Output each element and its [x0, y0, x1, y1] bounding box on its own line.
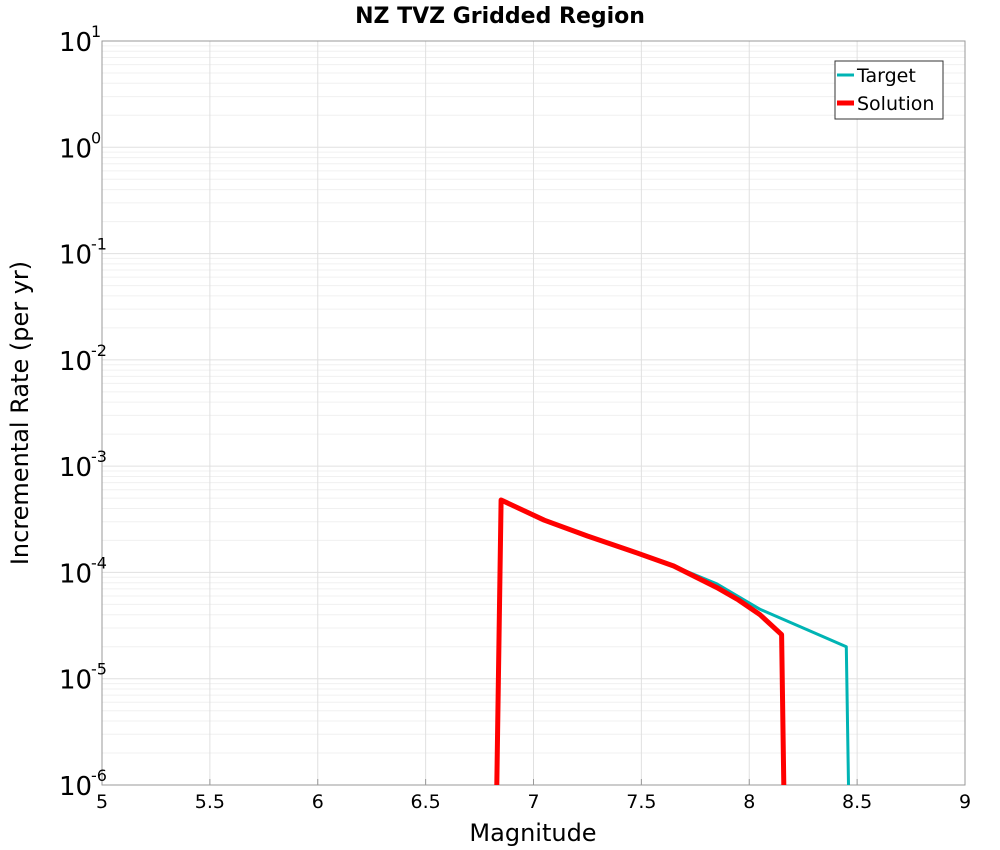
- y-tick-exponent: -6: [91, 766, 107, 785]
- chart-title: NZ TVZ Gridded Region: [355, 4, 645, 29]
- y-tick-base: 10: [59, 666, 92, 696]
- x-axis-label: Magnitude: [469, 819, 596, 847]
- x-tick-label: 6.5: [411, 791, 441, 813]
- y-tick-exponent: 0: [91, 128, 101, 147]
- y-tick-base: 10: [59, 241, 92, 271]
- x-tick-label: 6: [312, 791, 324, 813]
- x-tick-label: 9: [959, 791, 971, 813]
- y-tick-label: 10-1: [59, 235, 107, 271]
- y-axis-label: Incremental Rate (per yr): [6, 261, 34, 565]
- y-tick-label: 100: [59, 128, 101, 164]
- y-tick-label: 10-6: [59, 766, 107, 802]
- y-tick-exponent: -1: [91, 235, 107, 254]
- y-tick-label: 101: [59, 22, 101, 58]
- y-tick-base: 10: [59, 453, 92, 483]
- y-tick-exponent: -5: [91, 660, 107, 679]
- x-tick-label: 5: [96, 791, 108, 813]
- y-tick-base: 10: [59, 347, 92, 377]
- series-layer: [494, 497, 850, 786]
- y-tick-label: 10-2: [59, 341, 107, 377]
- y-tick-base: 10: [59, 559, 92, 589]
- x-tick-label: 7: [527, 791, 539, 813]
- series-line-solution: [494, 497, 787, 786]
- x-tick-label: 7.5: [626, 791, 656, 813]
- legend-label-solution: Solution: [857, 93, 934, 115]
- series-line-target: [495, 498, 850, 786]
- y-tick-exponent: -4: [91, 553, 107, 572]
- x-tick-label: 8: [743, 791, 755, 813]
- x-tick-label: 5.5: [195, 791, 225, 813]
- y-tick-exponent: -3: [91, 447, 107, 466]
- y-tick-label: 10-4: [59, 553, 107, 589]
- grid: [101, 40, 966, 786]
- legend-label-target: Target: [856, 65, 916, 87]
- y-tick-base: 10: [59, 772, 92, 802]
- y-tick-label: 10-3: [59, 447, 107, 483]
- y-tick-base: 10: [59, 28, 92, 58]
- y-tick-label: 10-5: [59, 660, 107, 696]
- y-tick-base: 10: [59, 134, 92, 164]
- legend: Target Solution: [834, 60, 944, 120]
- y-tick-exponent: 1: [91, 22, 101, 41]
- x-axis-ticks: 5 5.5 6 6.5 7 7.5 8 8.5 9: [96, 779, 971, 813]
- legend-box: [834, 60, 944, 120]
- x-tick-label: 8.5: [842, 791, 872, 813]
- y-tick-exponent: -2: [91, 341, 107, 360]
